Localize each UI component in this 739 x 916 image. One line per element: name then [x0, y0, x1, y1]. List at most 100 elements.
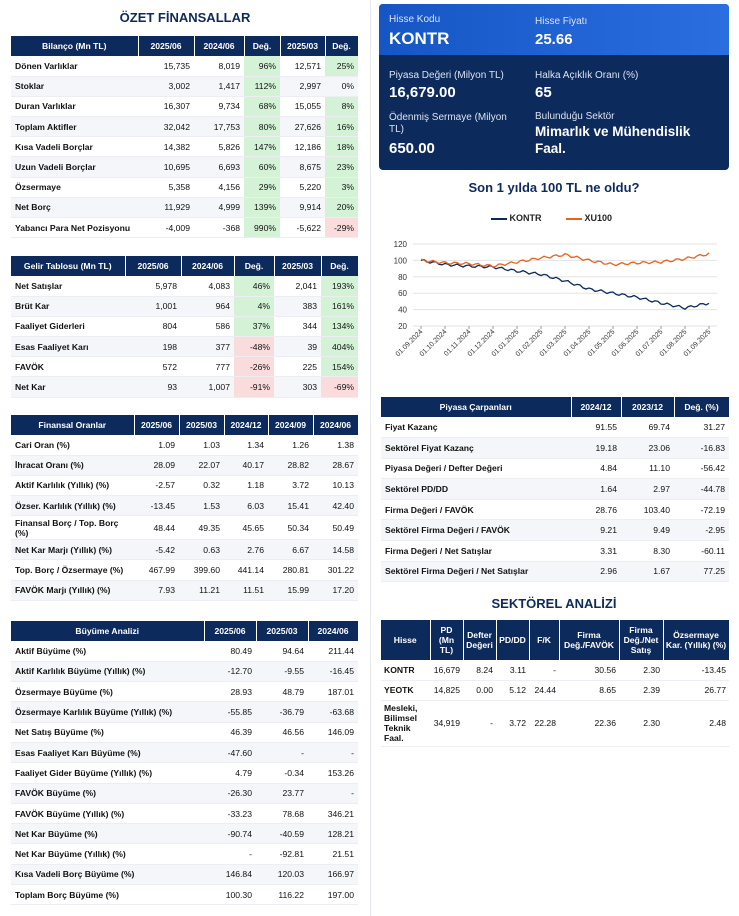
cell-value: 103.40	[621, 499, 674, 521]
cell-value: 45.65	[224, 515, 268, 541]
column-header: Firma Değ./FAVÖK	[559, 620, 620, 660]
cell-value: -12.70	[204, 661, 256, 683]
stock-code: KONTR	[389, 29, 450, 48]
cell-value: 12,186	[280, 136, 325, 158]
table-row: Sektörel Fiyat Kazanç 19.18 23.06 -16.83	[381, 437, 729, 459]
cell-value: 383	[274, 296, 321, 317]
row-label: Net Satış Büyüme (%)	[11, 722, 204, 743]
row-label: Net Kar Büyüme (Yıllık) (%)	[11, 843, 204, 865]
cell-value: -26.30	[204, 783, 256, 804]
row-label: Stoklar	[11, 76, 138, 97]
column-header: 2025/06	[134, 415, 180, 435]
cell-value: -91%	[234, 376, 274, 398]
column-header: Bilanço (Mn TL)	[11, 36, 139, 56]
table-row: Kısa Vadeli Borçlar 14,382 5,826 147% 12,186…	[11, 136, 358, 158]
market-cap: 16,679.00	[389, 84, 456, 101]
cell-value: 48.44	[134, 515, 179, 541]
cell-value: 21.51	[308, 843, 358, 865]
cell-value: 990%	[244, 217, 280, 239]
cell-value: 5,978	[125, 276, 181, 297]
cell-value: 8.65	[559, 680, 619, 701]
row-label: Faaliyet Giderleri	[11, 316, 125, 338]
table-row: Uzun Vadeli Borçlar 10,695 6,693 60% 8,675 23…	[11, 156, 358, 178]
row-label: FAVÖK	[11, 356, 125, 378]
cell-value: 5,358	[138, 177, 194, 198]
table-row: FAVÖK Marjı (Yıllık) (%) 7.93 11.21 11.51 15…	[11, 580, 358, 601]
table-row: Yabancı Para Net Pozisyonu -4,009 -368 990%…	[11, 217, 358, 239]
legend-kontr-swatch	[491, 217, 507, 220]
column-header: Piyasa Çarpanları	[381, 397, 572, 417]
cell-value: 0.63	[179, 539, 224, 561]
table-row: FAVÖK Büyüme (%) -26.30 23.77-	[11, 783, 358, 804]
column-header: 2025/03	[179, 415, 225, 435]
table-row: Piyasa Değeri / Defter Değeri 4.84 11.10 -5…	[381, 458, 729, 480]
row-label: Özsermaye Karlılık Büyüme (Yıllık) (%)	[11, 701, 204, 723]
column-header: PD (Mn TL)	[430, 620, 464, 660]
cell-value: 22.07	[179, 455, 224, 476]
cell-value: 134%	[321, 316, 358, 338]
legend-kontr-label: KONTR	[509, 213, 542, 223]
cell-value: 1.64	[571, 478, 621, 500]
cell-value: 32,042	[138, 116, 194, 138]
cell-value: -4,009	[138, 217, 194, 239]
cell-value: 50.34	[268, 515, 313, 541]
column-header: 2023/12	[621, 397, 675, 417]
table-row: Brüt Kar 1,001 964 4% 383 161%	[11, 296, 358, 317]
cell-value: -13.45	[663, 660, 729, 681]
column-divider	[370, 0, 371, 916]
cell-value: 139%	[244, 197, 280, 219]
column-header: 2024/06	[181, 256, 235, 276]
cell-value: 68%	[244, 96, 280, 118]
cell-value: 3,002	[138, 76, 194, 97]
header-row: Bilanço (Mn TL) 2025/06 2024/06 Değ. 2025/03…	[11, 36, 359, 56]
cell-value: 120.03	[256, 864, 308, 886]
cell-value: 4,156	[194, 177, 244, 198]
income-statement-table: Gelir Tablosu (Mn TL) 2025/06 2024/06 Değ. 2…	[11, 256, 359, 398]
cell-value: 19.18	[571, 437, 621, 459]
cell-value: 96%	[244, 56, 280, 77]
row-label: Sektörel PD/DD	[381, 478, 571, 500]
table-row: Net Kar Marjı (Yıllık) (%) -5.42 0.63 2.76 6…	[11, 539, 358, 561]
cell-value: 2,997	[280, 76, 325, 97]
cell-value: 12,571	[280, 56, 325, 77]
cell-value: 3.31	[571, 540, 621, 562]
table-row: Toplam Borç Büyüme (%) 100.30 116.22 197.00	[11, 884, 358, 906]
cell-value: 20%	[325, 197, 358, 219]
cell-value: 4,083	[181, 276, 234, 297]
cell-value: 5,220	[280, 177, 325, 198]
row-label: Esas Faaliyet Karı Büyüme (%)	[11, 742, 204, 764]
cell-value: 1.09	[134, 435, 179, 456]
free-float-label: Halka Açıklık Oranı (%)	[535, 70, 639, 81]
table-row: KONTR 16,679 8.24 3.11-30.56 2.30 -13.45	[381, 660, 729, 681]
paid-capital: 650.00	[389, 140, 435, 157]
cell-value: 16,679	[430, 660, 463, 681]
cell-value: 48.79	[256, 681, 308, 703]
table-row: Fiyat Kazanç 91.55 69.74 31.27	[381, 417, 729, 439]
cell-value: 28.76	[571, 499, 621, 521]
legend-xu100-label: XU100	[584, 213, 613, 223]
cell-value: 30.56	[559, 660, 619, 681]
cell-value: 404%	[321, 336, 358, 358]
table-row: Net Satışlar 5,978 4,083 46% 2,041 193%	[11, 276, 358, 297]
cell-value: -69%	[321, 376, 358, 398]
cell-value: 112%	[244, 76, 280, 97]
cell-value: 0.00	[463, 680, 496, 701]
table-row: YEOTK 14,825 0.00 5.12 24.44 8.65 2.39 26.77	[381, 680, 729, 701]
cell-value: 94.64	[256, 641, 308, 662]
cell-value: 128.21	[308, 823, 358, 845]
cell-value: 1,007	[181, 376, 234, 398]
cell-value: 161%	[321, 296, 358, 317]
cell-value: 23%	[325, 156, 358, 178]
chart-title: Son 1 yılda 100 TL ne oldu?	[468, 180, 640, 195]
cell-value: 69.74	[621, 417, 674, 439]
table-row: Özsermaye Karlılık Büyüme (Yıllık) (%) -5…	[11, 701, 358, 723]
market-multiples-table: Piyasa Çarpanları 2024/12 2023/12 Değ. (%) F…	[381, 397, 730, 583]
column-header: Defter Değeri	[463, 620, 497, 660]
column-header: 2025/03	[256, 621, 309, 641]
column-header: Hisse	[381, 620, 431, 660]
table-row: Faaliyet Giderleri 804 586 37% 344 134%	[11, 316, 358, 338]
row-label: Özsermaye Büyüme (%)	[11, 681, 204, 703]
cell-value: 8.24	[463, 660, 496, 681]
row-label: Piyasa Değeri / Defter Değeri	[381, 458, 571, 480]
cell-value: 193%	[321, 276, 358, 297]
